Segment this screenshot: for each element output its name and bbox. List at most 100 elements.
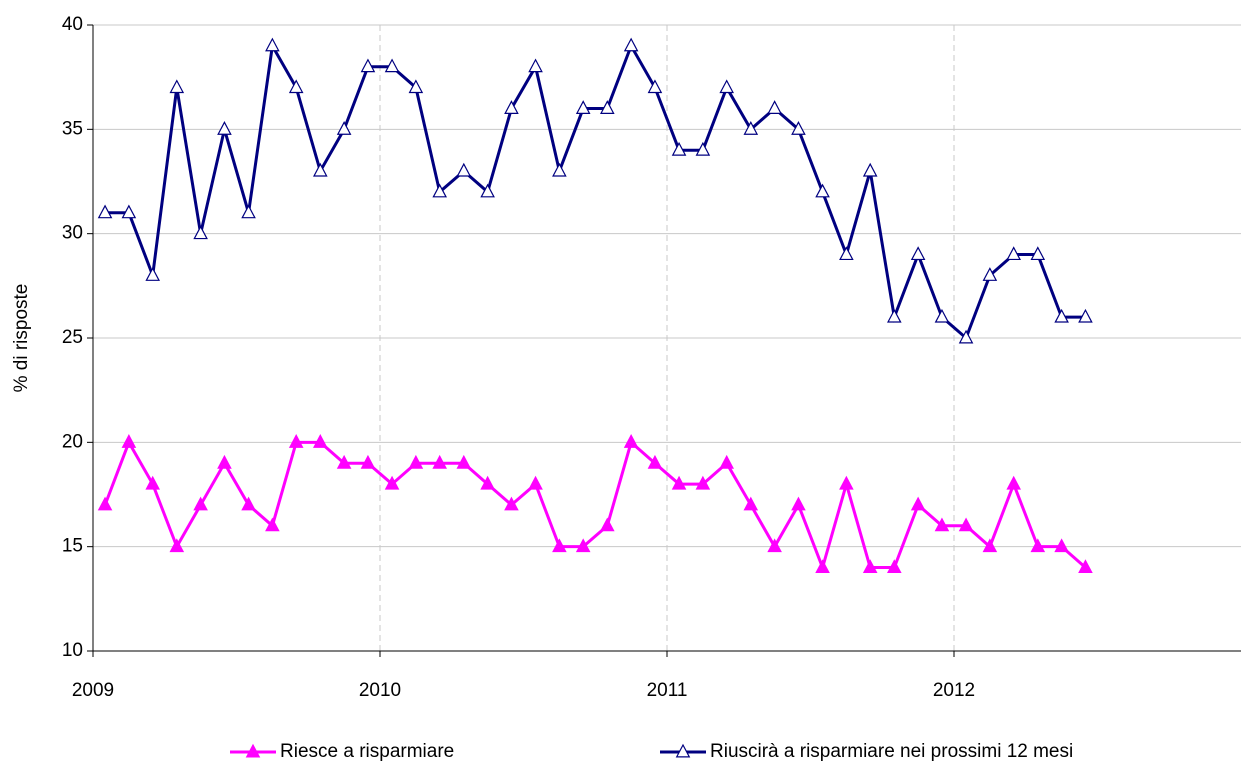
marker xyxy=(910,246,926,261)
marker xyxy=(145,267,160,281)
marker xyxy=(456,162,472,177)
marker xyxy=(958,517,974,532)
marker xyxy=(719,454,734,469)
marker xyxy=(432,454,447,469)
marker xyxy=(791,121,806,135)
marker xyxy=(360,58,376,73)
marker xyxy=(1078,559,1093,574)
marker xyxy=(791,496,806,511)
marker xyxy=(121,434,137,448)
marker xyxy=(815,559,830,574)
marker xyxy=(145,475,160,490)
series-line xyxy=(105,41,1086,341)
marker xyxy=(1006,475,1021,490)
marker xyxy=(719,79,734,94)
y-tick-label: 10 xyxy=(62,640,83,661)
marker xyxy=(575,538,591,553)
y-tick-label: 35 xyxy=(62,118,83,139)
marker xyxy=(480,183,495,198)
x-tick-label: 2009 xyxy=(72,680,114,701)
y-tick-label: 40 xyxy=(62,14,83,35)
marker xyxy=(552,538,567,553)
marker xyxy=(336,454,352,469)
marker xyxy=(504,100,519,114)
marker xyxy=(600,100,615,114)
marker xyxy=(121,204,137,219)
marker xyxy=(934,517,950,532)
marker xyxy=(408,79,424,94)
x-tick-label: 2012 xyxy=(933,680,975,701)
marker xyxy=(169,79,185,94)
marker xyxy=(839,475,854,490)
marker xyxy=(1054,538,1069,553)
marker xyxy=(1054,308,1069,323)
marker xyxy=(671,475,687,490)
marker xyxy=(217,454,232,469)
marker xyxy=(623,37,639,52)
marker xyxy=(887,308,902,323)
marker xyxy=(97,204,113,219)
marker xyxy=(647,79,663,94)
marker xyxy=(695,475,711,490)
legend-label: Riuscirà a risparmiare nei prossimi 12 m… xyxy=(710,741,1073,762)
marker xyxy=(552,162,567,177)
marker xyxy=(623,434,639,448)
y-tick-label: 15 xyxy=(62,536,83,557)
marker xyxy=(767,538,782,553)
marker xyxy=(767,100,782,114)
marker xyxy=(336,121,352,135)
marker xyxy=(193,496,208,511)
marker xyxy=(288,79,304,94)
marker xyxy=(217,121,232,135)
marker xyxy=(982,538,998,553)
marker xyxy=(169,538,185,553)
marker xyxy=(695,141,711,156)
marker xyxy=(384,58,400,73)
marker xyxy=(265,517,280,532)
y-tick-label: 20 xyxy=(62,431,83,452)
marker xyxy=(910,496,926,511)
marker xyxy=(743,496,759,511)
y-tick-label: 30 xyxy=(62,223,83,244)
marker xyxy=(647,454,663,469)
marker xyxy=(982,267,998,281)
marker xyxy=(313,434,328,448)
marker xyxy=(528,58,543,73)
marker xyxy=(815,183,830,198)
marker xyxy=(958,329,974,344)
legend-label: Riesce a risparmiare xyxy=(280,741,454,762)
marker xyxy=(887,559,902,574)
marker xyxy=(528,475,543,490)
legend-marker xyxy=(245,743,261,758)
marker xyxy=(1030,246,1046,261)
marker xyxy=(671,141,687,156)
x-tick-label: 2010 xyxy=(359,680,401,701)
marker xyxy=(432,183,447,198)
marker xyxy=(1030,538,1046,553)
marker xyxy=(480,475,495,490)
y-axis-label: % di risposte xyxy=(11,284,32,393)
marker xyxy=(1078,308,1093,323)
marker xyxy=(384,475,400,490)
marker xyxy=(313,162,328,177)
marker xyxy=(265,37,280,52)
marker xyxy=(1006,246,1021,261)
marker xyxy=(408,454,424,469)
marker xyxy=(862,559,878,574)
marker xyxy=(360,454,376,469)
marker xyxy=(743,121,759,135)
marker xyxy=(241,496,256,511)
marker xyxy=(97,496,113,511)
marker xyxy=(288,434,304,448)
marker xyxy=(241,204,256,219)
y-tick-label: 25 xyxy=(62,327,83,348)
marker xyxy=(193,225,208,240)
marker xyxy=(862,162,878,177)
x-tick-label: 2011 xyxy=(647,680,688,701)
marker xyxy=(575,100,591,114)
marker xyxy=(504,496,519,511)
marker xyxy=(934,308,950,323)
marker xyxy=(839,246,854,261)
marker xyxy=(456,454,472,469)
